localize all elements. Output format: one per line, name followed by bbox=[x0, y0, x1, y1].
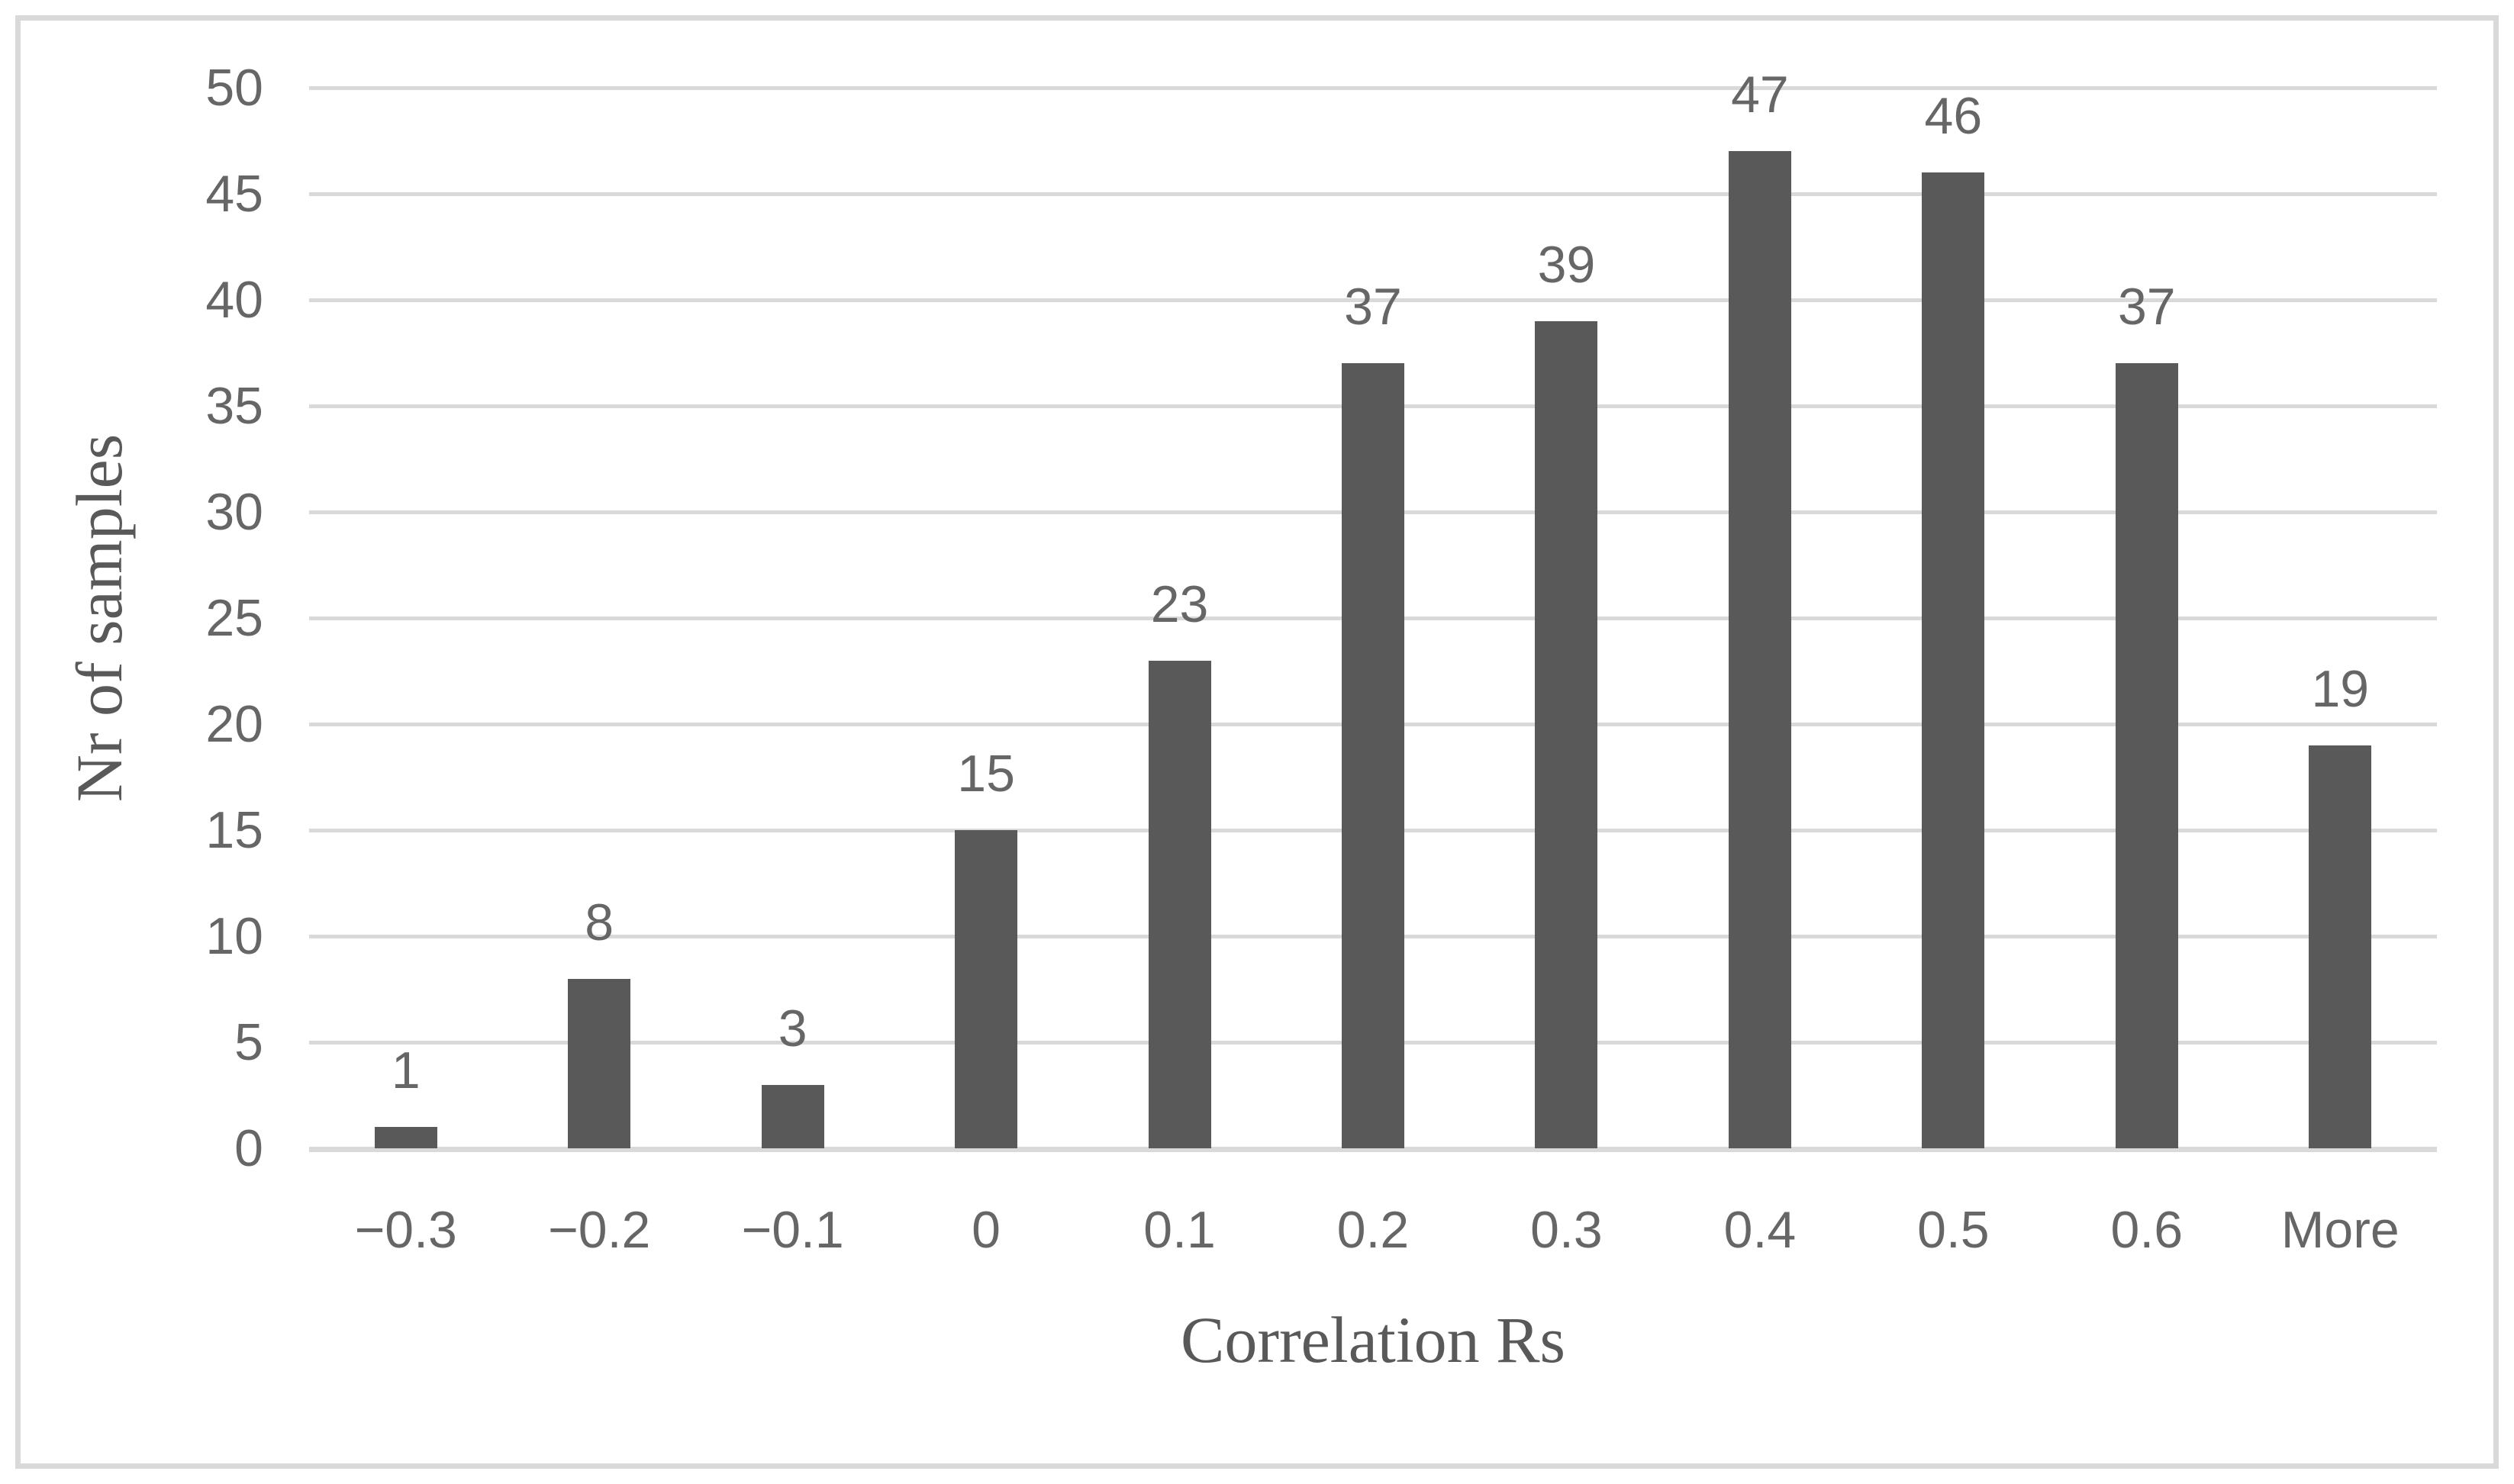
x-tick-label: −0.1 bbox=[741, 1201, 844, 1259]
y-tick-label: 30 bbox=[205, 483, 263, 541]
x-tick-label: 0.5 bbox=[1917, 1201, 1990, 1259]
x-tick-label: −0.2 bbox=[548, 1201, 651, 1259]
bar bbox=[955, 830, 1018, 1148]
gridline bbox=[309, 298, 2437, 302]
y-tick-label: 50 bbox=[205, 59, 263, 117]
x-tick-label: −0.3 bbox=[354, 1201, 457, 1259]
y-tick-label: 35 bbox=[205, 377, 263, 435]
bar bbox=[1922, 172, 1985, 1148]
bar bbox=[1728, 151, 1791, 1148]
bar-value-label: 23 bbox=[1150, 575, 1209, 633]
bar bbox=[2309, 745, 2372, 1148]
bar-value-label: 37 bbox=[2117, 278, 2176, 336]
x-tick-label: 0.4 bbox=[1723, 1201, 1797, 1259]
bar bbox=[1535, 320, 1598, 1148]
bar-value-label: 15 bbox=[957, 745, 1015, 803]
x-axis-line bbox=[309, 1147, 2437, 1152]
bar bbox=[1148, 660, 1211, 1148]
plot-area: 1 8 3 15 23 37 39 47 46 37 19 bbox=[309, 69, 2437, 1152]
y-tick-label: 25 bbox=[205, 589, 263, 647]
x-tick-label: More bbox=[2280, 1201, 2400, 1259]
gridline bbox=[309, 86, 2437, 90]
y-tick-label: 0 bbox=[234, 1119, 263, 1177]
x-axis-tick-labels: −0.3 −0.2 −0.1 0 0.1 0.2 0.3 0.4 0.5 0.6 More bbox=[309, 1204, 2437, 1257]
bar bbox=[1342, 363, 1404, 1148]
x-tick-label: 0 bbox=[972, 1201, 1001, 1259]
y-axis-tick-labels: 0 5 10 15 20 25 30 35 40 45 50 bbox=[0, 62, 263, 1174]
y-tick-label: 5 bbox=[234, 1013, 263, 1071]
chart-frame-border bbox=[15, 15, 2499, 1469]
x-tick-label: 0.6 bbox=[2110, 1201, 2184, 1259]
bar-value-label: 46 bbox=[1924, 87, 1983, 146]
x-tick-label: 0.2 bbox=[1336, 1201, 1410, 1259]
bar bbox=[568, 978, 631, 1148]
y-tick-label: 15 bbox=[205, 801, 263, 859]
bar bbox=[374, 1127, 437, 1148]
bar bbox=[761, 1084, 824, 1148]
y-tick-label: 10 bbox=[205, 907, 263, 965]
bar-value-label: 39 bbox=[1537, 235, 1596, 294]
y-tick-label: 45 bbox=[205, 165, 263, 223]
bar-value-label: 19 bbox=[2311, 659, 2370, 718]
x-tick-label: 0.3 bbox=[1530, 1201, 1603, 1259]
x-axis-title: Correlation Rs bbox=[1181, 1303, 1565, 1376]
bar-value-label: 3 bbox=[778, 999, 807, 1057]
y-tick-label: 20 bbox=[205, 695, 263, 753]
x-tick-label: 0.1 bbox=[1143, 1201, 1216, 1259]
bar-value-label: 47 bbox=[1731, 66, 1789, 124]
bar-value-label: 1 bbox=[391, 1041, 421, 1100]
bar-value-label: 37 bbox=[1344, 278, 1402, 336]
bar bbox=[2115, 363, 2178, 1148]
gridline bbox=[309, 192, 2437, 196]
bar-value-label: 8 bbox=[585, 893, 614, 951]
y-tick-label: 40 bbox=[205, 271, 263, 329]
